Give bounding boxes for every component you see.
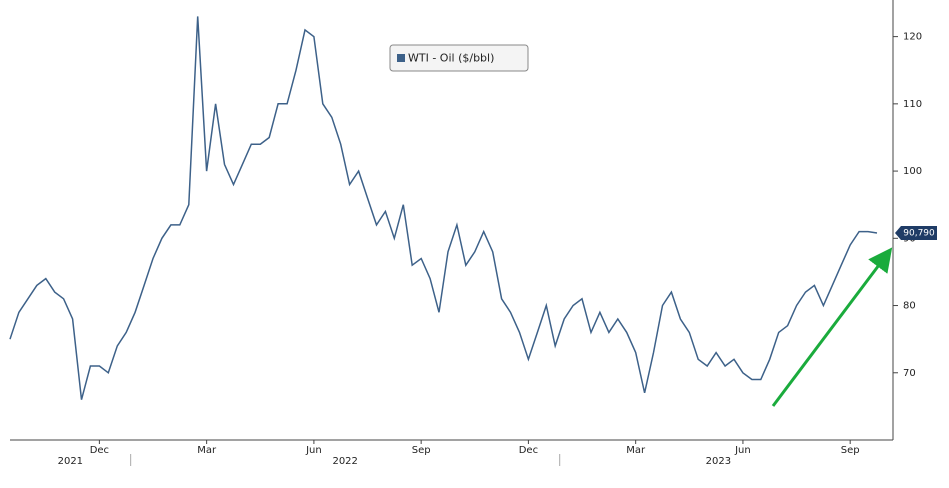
y-tick-label: 100: [903, 166, 922, 177]
x-tick-label: Jun: [305, 445, 322, 456]
data-line: [9, 16, 878, 400]
value-label-box: [895, 225, 937, 240]
x-tick-label: Sep: [412, 445, 431, 456]
x-group-label: 2021: [58, 456, 83, 467]
y-tick-label: 80: [903, 301, 916, 312]
x-tick-label: Sep: [841, 445, 860, 456]
legend-swatch: [397, 54, 405, 62]
x-tick-label: Dec: [90, 445, 109, 456]
y-tick-label: 120: [903, 32, 922, 43]
x-tick-label: Mar: [197, 445, 217, 456]
value-label: 90,790: [903, 228, 935, 238]
x-tick-label: Mar: [626, 445, 646, 456]
y-tick-label: 70: [903, 368, 916, 379]
x-tick-label: Jun: [734, 445, 751, 456]
x-tick-label: Dec: [519, 445, 538, 456]
legend-label: WTI - Oil ($/bbl): [408, 52, 494, 65]
trend-arrow: [771, 247, 893, 407]
y-tick-label: 110: [903, 99, 922, 110]
legend: WTI - Oil ($/bbl): [389, 44, 529, 72]
x-group-label: 2023: [706, 456, 731, 467]
legend-box: [389, 44, 529, 72]
x-group-label: 2022: [332, 456, 357, 467]
